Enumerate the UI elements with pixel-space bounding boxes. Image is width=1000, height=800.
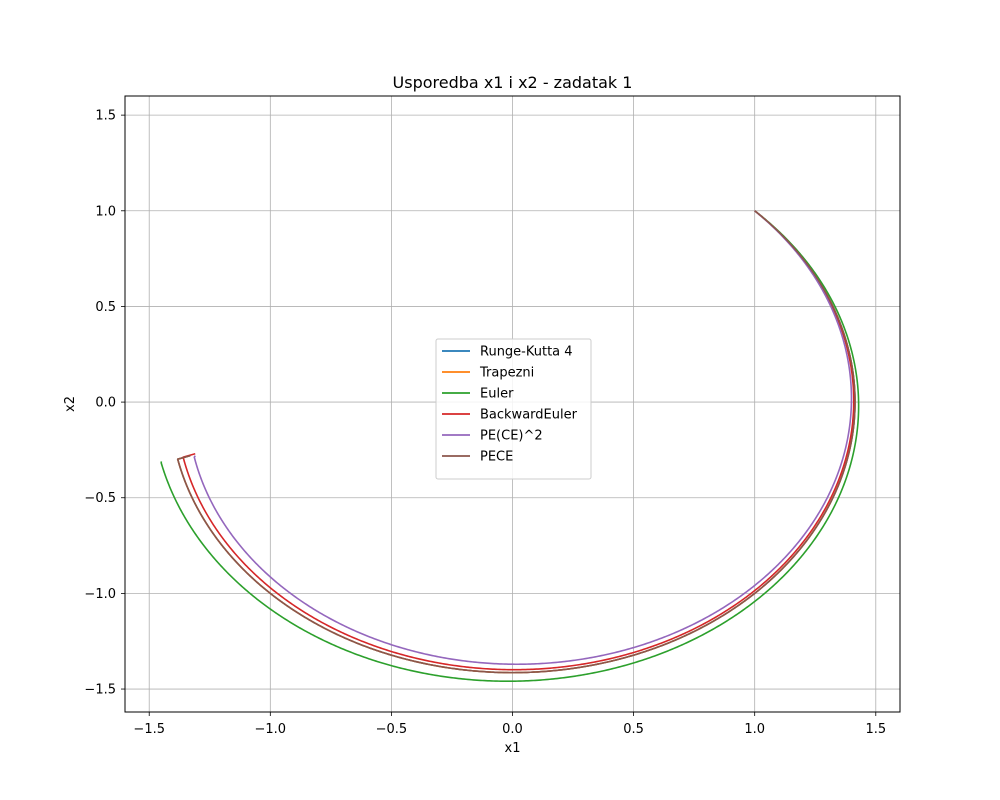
y-tick-label: −0.5 xyxy=(84,491,116,506)
x-tick-label: −1.0 xyxy=(255,722,287,737)
ticks: −1.5 −1.0 −0.5 0.0 0.5 1.0 1.5 −1.5 −1.0 −0.5 0.0 0… xyxy=(84,109,886,737)
x-tick-label: 0.0 xyxy=(502,722,523,737)
legend-box xyxy=(435,338,592,480)
x-tick-label: −0.5 xyxy=(376,722,408,737)
legend-label: Euler xyxy=(480,387,514,402)
chart-title: Usporedba x1 i x2 - zadatak 1 xyxy=(393,73,633,92)
series-line-pece xyxy=(176,210,856,674)
legend-label: Trapezni xyxy=(479,366,534,381)
series-line-pe-ce-2 xyxy=(193,210,853,666)
y-tick-label: 0.5 xyxy=(95,300,116,315)
y-tick-label: 1.5 xyxy=(95,109,116,124)
y-tick-label: −1.0 xyxy=(84,587,116,602)
legend-label: BackwardEuler xyxy=(480,408,578,423)
x-tick-label: 1.5 xyxy=(865,722,886,737)
x-tick-label: −1.5 xyxy=(133,722,165,737)
legend-label: PECE xyxy=(480,450,513,465)
x-tick-label: 1.0 xyxy=(744,722,765,737)
y-axis-label: x2 xyxy=(63,396,78,412)
y-tick-label: 0.0 xyxy=(95,396,116,411)
legend: Runge-Kutta 4 Trapezni Euler BackwardEuler P… xyxy=(435,338,592,480)
series-line-backwardeuler xyxy=(182,210,855,671)
y-tick-label: −1.5 xyxy=(84,683,116,698)
y-tick-label: 1.0 xyxy=(95,204,116,219)
legend-label: Runge-Kutta 4 xyxy=(480,345,573,360)
x-axis-label: x1 xyxy=(505,741,521,756)
legend-label: PE(CE)^2 xyxy=(480,429,543,444)
series-line-euler xyxy=(160,210,860,683)
x-tick-label: 0.5 xyxy=(623,722,644,737)
series-group xyxy=(160,210,860,683)
